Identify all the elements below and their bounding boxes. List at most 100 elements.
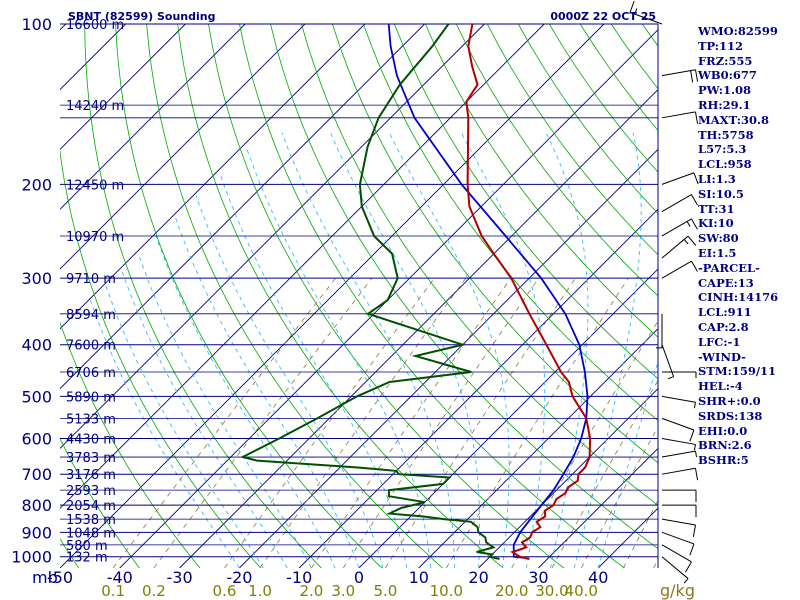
moist-adiabat-line	[121, 270, 288, 568]
stat-line: RH:29.1	[698, 97, 751, 112]
time-label: 0000Z 22 OCT 25	[550, 10, 656, 23]
dry-adiabat-line	[301, 24, 658, 506]
stat-line: SHR+:0.0	[698, 393, 761, 408]
mixing-ratio-line	[623, 499, 658, 568]
mixing-ratio-tick-label: 5.0	[373, 582, 397, 600]
profiles	[239, 24, 592, 560]
isotherm-line	[0, 24, 6, 568]
wind-barb	[662, 489, 697, 503]
mixing-ratio-axis: 0.1 0.2 0.6 1.0 2.0 3.0 5.0 10.0 20.0 30.040.0	[101, 582, 598, 600]
wind-barb	[661, 438, 696, 451]
wind-barb	[661, 544, 692, 573]
isotherm-line	[119, 29, 658, 568]
pressure-axis: 100 200 300 400 500 600 700 800 900 1000	[11, 15, 52, 567]
wind-barb-shaft	[661, 344, 675, 377]
wind-barb-shaft	[661, 544, 692, 563]
isotherm-line	[60, 24, 366, 330]
height-label: 6706 m	[66, 366, 116, 381]
stat-line: HEL:-4	[698, 379, 743, 394]
stat-line: MAXT:30.8	[698, 112, 769, 127]
temperature-tick-label: 30	[528, 568, 548, 587]
dry-adiabat-line	[270, 24, 658, 550]
stat-line: CINH:14176	[698, 290, 779, 305]
mixing-ratio-tick-label: 0.6	[213, 582, 237, 600]
pressure-tick-label: 500	[21, 387, 52, 406]
moist-adiabat-line	[105, 285, 264, 568]
stat-line: EI:1.5	[698, 245, 737, 260]
stat-line: TT:31	[698, 201, 735, 216]
height-labels: 16600 m 14240 m 12450 m 10970 m 9710 m 8594 m…	[66, 18, 124, 566]
temperature-tick-label: 0	[354, 568, 364, 587]
stat-line: KI:10	[698, 216, 734, 231]
mixing-ratio-tick-label: 0.2	[142, 582, 166, 600]
wind-barb-shaft	[661, 438, 696, 445]
isotherm-line	[60, 24, 186, 151]
mixing-ratio-tick-label: 3.0	[331, 582, 355, 600]
stats-panel: WMO:82599 TP:112 FRZ:555 WB0:677 PW:1.08 RH:2…	[698, 24, 798, 468]
moist-adiabat-line	[137, 253, 312, 568]
stat-line: TH:5758	[698, 127, 754, 142]
stat-line: -PARCEL-	[698, 260, 760, 275]
dry-adiabat-line	[115, 24, 383, 568]
wind-barb-shaft	[661, 518, 696, 526]
wind-barb	[661, 467, 699, 481]
height-label: 3783 m	[66, 451, 116, 466]
wind-barb	[661, 556, 689, 584]
wind-barb-shaft	[661, 450, 696, 458]
dry-adiabat-line	[146, 24, 443, 568]
stat-line: TP:112	[698, 38, 744, 53]
mixing-ratio-tick-label: 30.0	[535, 582, 568, 600]
stat-line: WMO:82599	[698, 24, 778, 38]
dry-adiabat-line	[239, 24, 625, 568]
mixing-ratio-tick-label: 20.0	[495, 582, 528, 600]
wind-barb	[661, 260, 698, 279]
wind-barb-shaft	[661, 172, 695, 185]
moist-adiabat-line	[573, 132, 642, 568]
dry-adiabat-line	[177, 24, 504, 568]
height-label: 3176 m	[66, 468, 116, 483]
wind-barb	[661, 531, 695, 556]
wind-barb-flag	[694, 468, 699, 481]
dry-adiabat-line	[84, 24, 322, 568]
wind-barb	[656, 313, 663, 349]
height-label: 2593 m	[66, 484, 116, 499]
stat-line: EHI:0.0	[698, 423, 748, 438]
mixing-ratio-tick-label: 0.1	[101, 582, 125, 600]
mixing-ratio-line	[112, 277, 336, 568]
isotherm-line	[60, 24, 425, 390]
wind-barb-flag	[689, 543, 695, 556]
stat-line: WB0:677	[698, 68, 757, 83]
stat-line: PW:1.08	[698, 83, 752, 98]
mixing-ratio-line	[385, 277, 576, 568]
pressure-tick-label: 200	[21, 175, 52, 194]
wind-barb	[661, 111, 699, 124]
temperature-tick-label: -30	[167, 568, 193, 587]
wind-barb-flag	[691, 260, 698, 272]
dry-adiabat-line	[60, 437, 140, 568]
mixing-ratio-tick-label: 1.0	[248, 582, 272, 600]
height-label: 5133 m	[66, 412, 116, 427]
wind-barb	[661, 194, 698, 213]
dry-adiabat-line	[363, 24, 658, 422]
stat-line: LCL:958	[698, 157, 752, 172]
dry-adiabat-line	[208, 24, 565, 568]
isotherm-line	[179, 88, 658, 568]
moist-adiabat-line	[90, 300, 240, 568]
temperature-tick-label: -10	[286, 568, 312, 587]
mixing-ratio-line	[342, 277, 540, 568]
wind-barb-shaft	[661, 417, 695, 431]
mixing-ratio-unit-label: g/kg	[660, 581, 695, 600]
wind-barb	[661, 395, 696, 409]
pressure-tick-label: 800	[21, 496, 52, 515]
height-label: 10970 m	[66, 230, 124, 245]
moist-adiabat-line	[174, 216, 360, 568]
wind-barb-half-flag	[686, 221, 691, 227]
stat-line: BRN:2.6	[698, 438, 752, 453]
mixing-ratio-tick-label: 2.0	[300, 582, 324, 600]
wind-barb	[661, 235, 697, 259]
pressure-tick-label: 100	[21, 15, 52, 34]
height-label: 8594 m	[66, 308, 116, 323]
stat-line: LFC:-1	[698, 334, 741, 349]
dry-adiabat-line	[455, 24, 658, 297]
